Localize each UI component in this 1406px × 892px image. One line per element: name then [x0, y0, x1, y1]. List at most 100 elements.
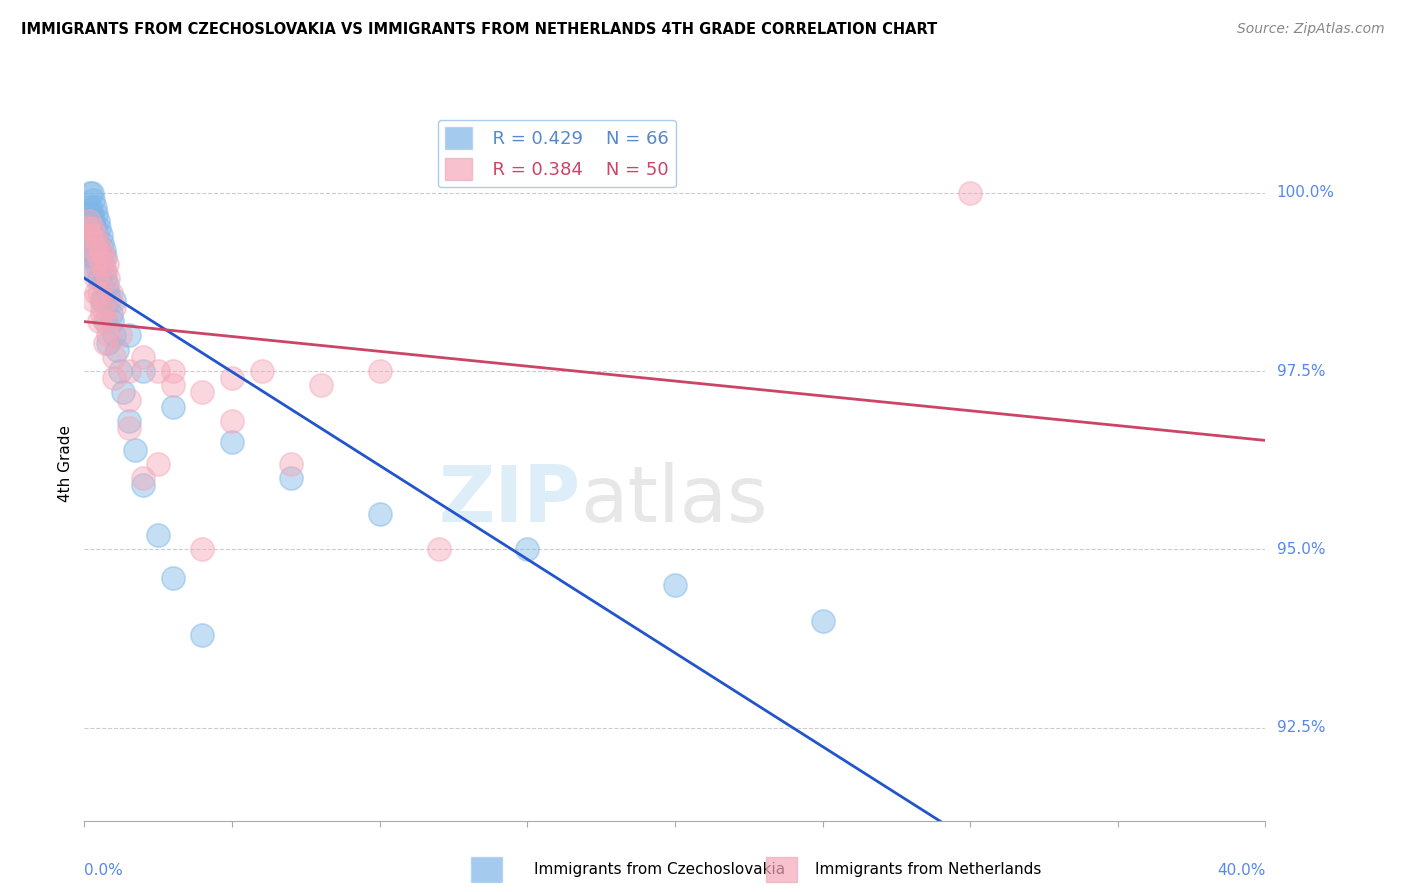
Point: [97, 285, 120, 300]
Point: [94, 314, 117, 328]
Text: 0.0%: 0.0%: [84, 863, 124, 879]
Point: [87, 271, 111, 285]
Point: [516, 542, 538, 557]
Point: [124, 442, 146, 457]
Y-axis label: 4th Grade: 4th Grade: [58, 425, 73, 502]
Point: [191, 542, 214, 557]
Point: [82, 257, 104, 271]
Point: [91, 257, 114, 271]
Point: [87, 243, 111, 257]
Text: 95.0%: 95.0%: [1277, 542, 1324, 557]
Point: [191, 628, 214, 642]
Point: [103, 300, 125, 314]
Text: 97.5%: 97.5%: [1277, 364, 1324, 378]
Point: [80, 207, 103, 221]
Point: [87, 314, 111, 328]
Point: [221, 435, 243, 450]
Point: [82, 235, 104, 250]
Point: [84, 228, 107, 243]
Point: [84, 243, 107, 257]
Point: [87, 271, 111, 285]
Point: [91, 293, 114, 307]
Point: [90, 243, 112, 257]
Point: [82, 193, 104, 207]
Point: [94, 314, 117, 328]
Point: [132, 350, 155, 364]
Point: [103, 350, 125, 364]
Point: [221, 371, 243, 385]
Point: [87, 285, 111, 300]
Legend:   R = 0.429    N = 66,   R = 0.384    N = 50: R = 0.429 N = 66, R = 0.384 N = 50: [437, 120, 676, 187]
Point: [118, 328, 141, 343]
Point: [664, 578, 686, 592]
Point: [87, 250, 111, 264]
Point: [87, 221, 111, 235]
Point: [93, 250, 115, 264]
Point: [79, 200, 101, 214]
Point: [132, 364, 155, 378]
Point: [94, 335, 117, 350]
Point: [91, 293, 114, 307]
Point: [98, 293, 121, 307]
Point: [118, 421, 141, 435]
Point: [83, 221, 105, 235]
Point: [250, 364, 273, 378]
Point: [86, 235, 108, 250]
Point: [108, 328, 131, 343]
Point: [93, 264, 115, 278]
Point: [368, 507, 391, 521]
Text: ZIP: ZIP: [439, 461, 581, 538]
Point: [82, 293, 104, 307]
Point: [96, 257, 118, 271]
Point: [309, 378, 332, 392]
Point: [427, 542, 450, 557]
Point: [97, 271, 120, 285]
Point: [77, 221, 100, 235]
Point: [79, 186, 101, 200]
Point: [91, 300, 114, 314]
Point: [82, 214, 104, 228]
Point: [811, 614, 834, 628]
Text: atlas: atlas: [581, 461, 768, 538]
Point: [103, 371, 125, 385]
Point: [82, 228, 104, 243]
Point: [84, 250, 107, 264]
Point: [83, 200, 105, 214]
Point: [162, 378, 184, 392]
Point: [83, 228, 105, 243]
Point: [118, 364, 141, 378]
Point: [82, 235, 104, 250]
Point: [959, 186, 981, 200]
Point: [221, 414, 243, 428]
Text: 92.5%: 92.5%: [1277, 721, 1324, 735]
Point: [108, 364, 131, 378]
Text: Source: ZipAtlas.com: Source: ZipAtlas.com: [1237, 22, 1385, 37]
Point: [118, 392, 141, 407]
Point: [280, 471, 302, 485]
Point: [86, 235, 108, 250]
Point: [162, 400, 184, 414]
Text: 40.0%: 40.0%: [1218, 863, 1265, 879]
Point: [97, 335, 120, 350]
Point: [91, 235, 114, 250]
Point: [148, 528, 170, 542]
Point: [76, 243, 98, 257]
Point: [79, 228, 101, 243]
Point: [76, 221, 98, 235]
Point: [83, 264, 105, 278]
Point: [148, 457, 170, 471]
Point: [86, 214, 108, 228]
Point: [80, 235, 103, 250]
Point: [101, 314, 124, 328]
Point: [100, 307, 122, 321]
Point: [103, 328, 125, 343]
Point: [103, 293, 125, 307]
Point: [111, 385, 134, 400]
Point: [84, 285, 107, 300]
Point: [368, 364, 391, 378]
Point: [94, 250, 117, 264]
Point: [105, 343, 128, 357]
Point: [77, 214, 100, 228]
Point: [80, 221, 103, 235]
Point: [77, 207, 100, 221]
